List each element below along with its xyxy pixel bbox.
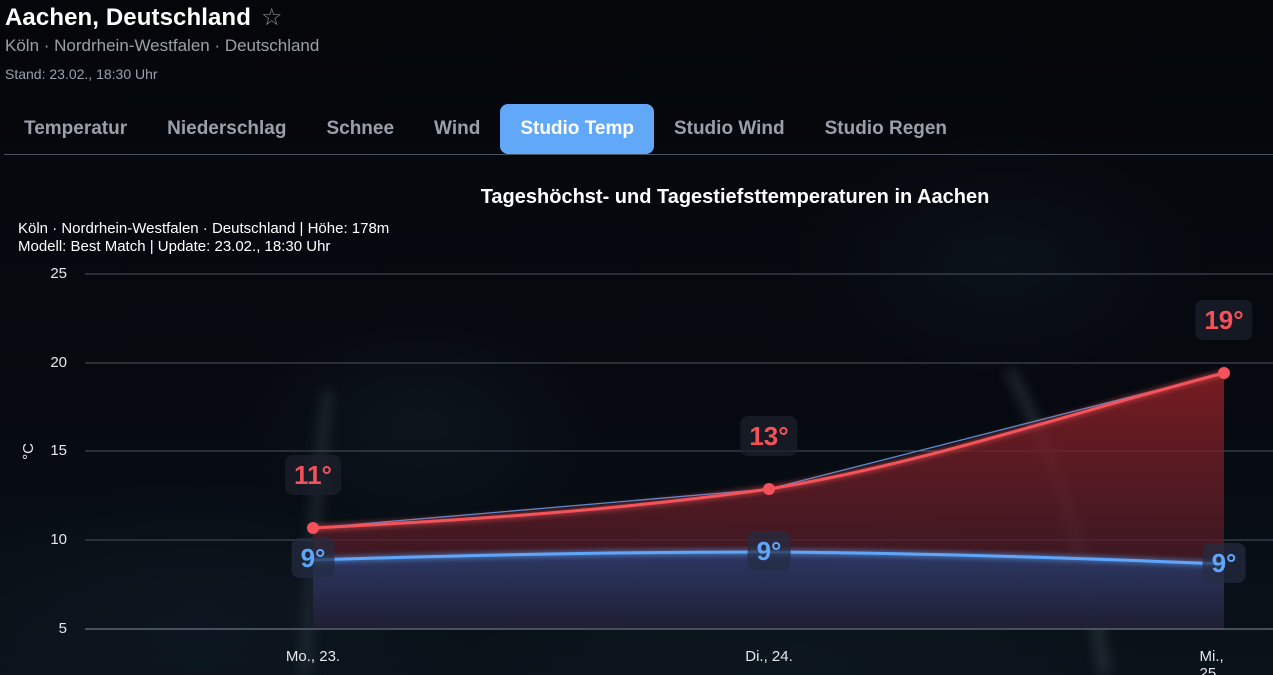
chart-meta-location: Köln · Nordrhein-Westfalen · Deutschland… xyxy=(18,220,390,237)
y-tick-10: 10 xyxy=(50,531,67,548)
chart-meta: Köln · Nordrhein-Westfalen · Deutschland… xyxy=(18,220,389,256)
max-label-mi: 19° xyxy=(1195,300,1253,340)
y-tick-15: 15 xyxy=(50,442,67,459)
x-tick-mo: Mo., 23. xyxy=(285,648,341,665)
tab-niederschlag[interactable]: Niederschlag xyxy=(167,118,287,139)
max-label-di: 13° xyxy=(740,416,798,456)
min-label-mo: 9° xyxy=(291,538,335,578)
y-tick-5: 5 xyxy=(58,620,67,637)
star-outline-icon[interactable]: ☆ xyxy=(260,4,283,31)
tab-studio-regen[interactable]: Studio Regen xyxy=(824,118,948,139)
tab-studio-temp[interactable]: Studio Temp xyxy=(500,104,654,154)
tab-schnee[interactable]: Schnee xyxy=(326,118,395,139)
min-label-di: 9° xyxy=(747,531,791,571)
max-point-mo xyxy=(307,522,319,534)
location-header: Aachen, Deutschland ☆ Köln · Nordrhein-W… xyxy=(5,4,319,82)
y-tick-20: 20 xyxy=(50,354,67,371)
x-tick-di: Di., 24. xyxy=(745,648,793,665)
max-point-mi xyxy=(1218,367,1230,379)
y-axis-unit: °C xyxy=(19,443,37,460)
max-label-mo: 11° xyxy=(285,455,341,495)
chart-title: Tageshöchst- und Tagestiefsttemperaturen… xyxy=(480,186,990,208)
min-label-mi: 9° xyxy=(1202,543,1246,583)
location-subtitle: Köln · Nordrhein-Westfalen · Deutschland xyxy=(5,36,320,55)
tab-bar: Temperatur Niederschlag Schnee Wind Stud… xyxy=(4,104,1273,155)
updated-timestamp: Stand: 23.02., 18:30 Uhr xyxy=(5,66,158,82)
tab-wind[interactable]: Wind xyxy=(434,118,481,139)
y-tick-25: 25 xyxy=(50,265,67,282)
tab-temperatur[interactable]: Temperatur xyxy=(24,118,128,139)
tab-studio-wind[interactable]: Studio Wind xyxy=(673,118,785,139)
location-title: Aachen, Deutschland xyxy=(5,4,251,31)
max-point-di xyxy=(763,483,775,495)
chart-meta-model: Modell: Best Match | Update: 23.02., 18:… xyxy=(18,238,331,255)
x-tick-mi: Mi., 25. xyxy=(1199,648,1224,675)
